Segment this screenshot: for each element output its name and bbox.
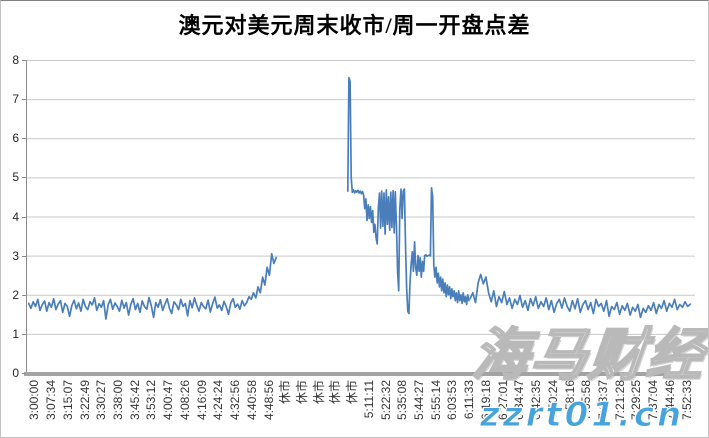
- x-axis-line: [24, 372, 698, 376]
- x-tick-label: 休市: [328, 380, 343, 405]
- y-axis-tick-labels: 0 1 2 3 4 5 6 7 8: [1, 53, 22, 380]
- y-tick-mark: [22, 255, 26, 257]
- y-tick-label: 8: [12, 53, 19, 67]
- x-tick-label: 3:00:00: [27, 380, 42, 421]
- x-tick-label: 3:45:42: [127, 380, 142, 421]
- x-tick-label: 休市: [294, 380, 309, 405]
- y-tick-mark: [22, 60, 26, 61]
- y-tick-label: 3: [12, 248, 19, 263]
- x-tick-label: 4:48:56: [261, 380, 276, 421]
- x-tick-label: 5:11:11: [361, 380, 376, 419]
- plot-area: [26, 60, 695, 373]
- x-tick-label: 4:00:47: [161, 380, 176, 421]
- x-tick-label: 3:53:12: [144, 380, 159, 421]
- x-tick-label: 休市: [278, 380, 293, 405]
- x-tick-label: 5:35:08: [395, 380, 410, 421]
- x-tick-label: 3:30:27: [94, 380, 109, 421]
- y-tick-mark: [22, 373, 26, 374]
- x-tick-label: 3:22:49: [77, 380, 92, 421]
- x-tick-label: 5:55:14: [428, 380, 443, 421]
- x-tick-label: 4:24:24: [211, 380, 226, 421]
- data-series-segment: [469, 273, 692, 319]
- y-tick-label: 1: [12, 326, 19, 341]
- x-tick-label: 5:44:27: [412, 380, 427, 421]
- y-tick-mark: [22, 294, 26, 296]
- y-tick-mark: [22, 177, 26, 179]
- y-tick-label: 2: [12, 287, 19, 302]
- y-tick-mark: [22, 216, 26, 218]
- y-tick-label: 0: [12, 366, 19, 380]
- y-tick-label: 7: [12, 92, 19, 107]
- y-tick-label: 5: [12, 170, 19, 185]
- data-series-segment: [346, 76, 470, 315]
- data-series-segment: [27, 252, 278, 320]
- x-tick-label: 3:38:00: [110, 380, 125, 421]
- x-tick-label: 3:15:07: [60, 380, 75, 421]
- y-tick-mark: [22, 138, 26, 140]
- x-tick-label: 4:08:26: [177, 380, 192, 421]
- line-chart-canvas: [26, 60, 695, 335]
- x-tick-label: 休市: [311, 380, 326, 405]
- x-tick-label: 3:07:34: [44, 380, 59, 421]
- y-tick-mark: [22, 333, 26, 335]
- x-tick-label: 4:16:09: [194, 380, 209, 421]
- x-tick-label: 4:40:58: [244, 380, 259, 421]
- y-axis-line: [26, 60, 27, 373]
- x-tick-label: 6:03:53: [445, 380, 460, 421]
- y-tick-label: 4: [12, 209, 19, 224]
- watermark-site-url: zzrt01.cn: [479, 395, 685, 436]
- y-tick-label: 6: [12, 131, 19, 146]
- x-tick-label: 5:22:32: [378, 380, 393, 421]
- x-tick-label: 休市: [345, 380, 360, 405]
- watermark-brand-text: 海马财经: [469, 322, 709, 389]
- x-tick-label: 4:32:56: [228, 380, 243, 421]
- chart-title: 澳元对美元周末收市/周一开盘点差: [178, 13, 531, 38]
- y-tick-mark: [22, 99, 26, 101]
